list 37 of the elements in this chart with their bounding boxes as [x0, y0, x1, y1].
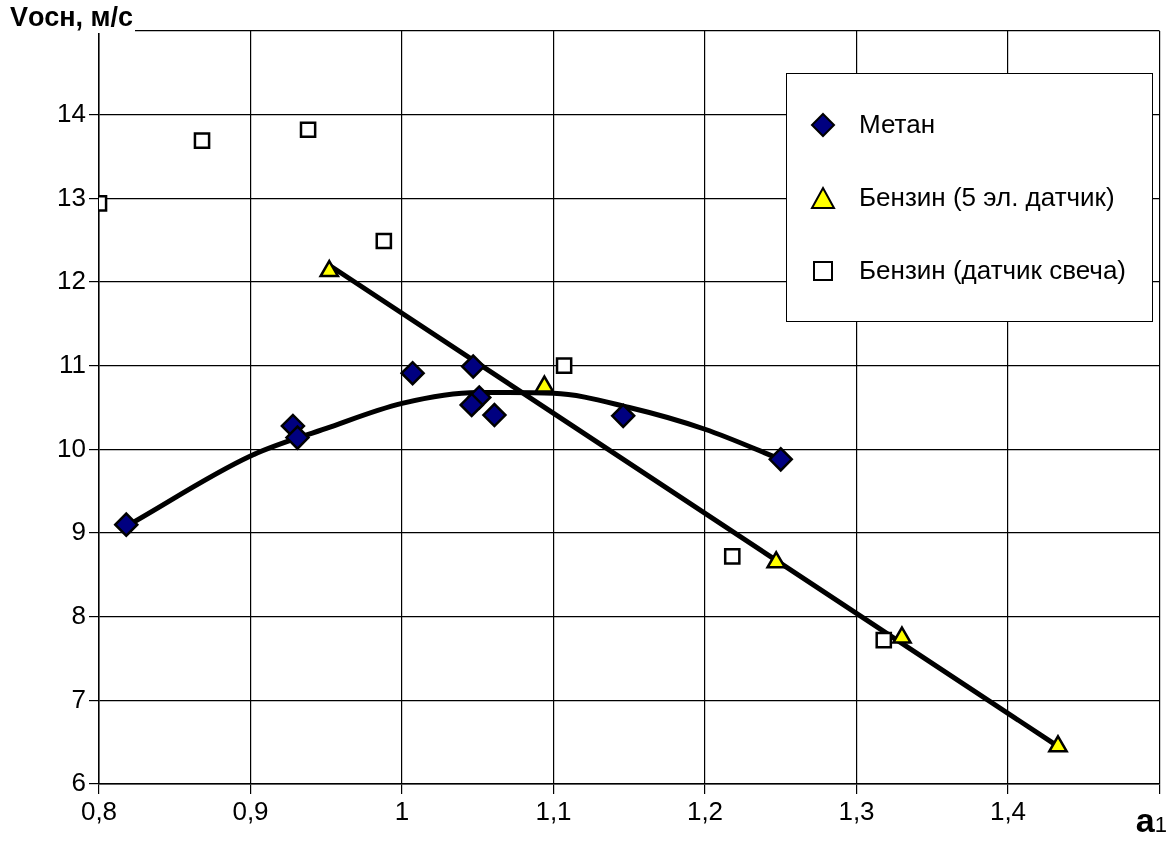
point: [114, 512, 139, 537]
point: [193, 132, 211, 149]
point: [875, 631, 893, 649]
y-tick-label: 10: [57, 432, 86, 463]
x-tick-label: 1,3: [838, 795, 875, 826]
point: [482, 402, 507, 428]
point: [892, 626, 912, 644]
point: [766, 551, 787, 569]
y-tick-label: 7: [71, 683, 86, 714]
y-tick-label: 12: [57, 265, 86, 296]
y-tick-label: 6: [71, 767, 86, 798]
y-tick-label: 8: [71, 599, 86, 630]
point: [299, 121, 317, 139]
point: [285, 425, 310, 450]
point: [400, 360, 425, 386]
x-tick-label: 1,2: [686, 795, 724, 826]
y-tick-label: 11: [59, 348, 86, 379]
legend-label: Бензин (5 эл. датчик): [859, 182, 1115, 213]
point: [1048, 735, 1068, 753]
point: [459, 392, 484, 418]
x-tick-label: 0,9: [232, 795, 269, 826]
x-tick-label: 1: [394, 795, 410, 826]
y-tick-label: 13: [57, 181, 86, 212]
point: [610, 403, 636, 429]
legend-label: Бензин (датчик свеча): [859, 255, 1126, 286]
y-tick-label: 14: [57, 97, 86, 128]
legend-label: Метан: [859, 109, 935, 140]
point: [375, 232, 393, 250]
x-tick-label: 0,8: [80, 795, 118, 826]
y-axis-title: Vосн, м/с: [10, 2, 135, 33]
point: [555, 357, 573, 374]
point: [460, 354, 486, 379]
y-tick-label: 9: [71, 516, 86, 547]
x-tick-label: 1,1: [535, 795, 572, 826]
x-tick-label: 1,4: [989, 795, 1027, 826]
point: [723, 548, 741, 565]
point: [768, 447, 793, 472]
